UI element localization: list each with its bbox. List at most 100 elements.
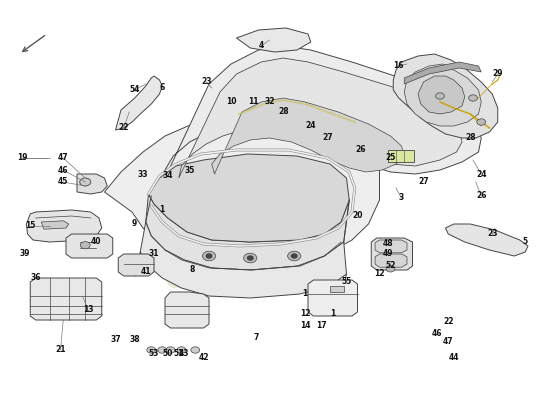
Text: 37: 37 bbox=[110, 336, 121, 344]
Polygon shape bbox=[146, 194, 349, 270]
Text: 21: 21 bbox=[55, 346, 66, 354]
Polygon shape bbox=[446, 224, 528, 256]
Text: 25: 25 bbox=[386, 154, 395, 162]
Text: 48: 48 bbox=[382, 240, 393, 248]
Text: 52: 52 bbox=[386, 262, 395, 270]
Text: 49: 49 bbox=[382, 250, 393, 258]
Text: 39: 39 bbox=[19, 250, 30, 258]
Polygon shape bbox=[179, 58, 462, 178]
Text: 13: 13 bbox=[82, 306, 94, 314]
Circle shape bbox=[147, 347, 156, 353]
Text: 10: 10 bbox=[226, 98, 236, 106]
Text: 26: 26 bbox=[355, 146, 366, 154]
Polygon shape bbox=[77, 174, 107, 194]
Text: 43: 43 bbox=[179, 350, 190, 358]
Text: 51: 51 bbox=[174, 350, 184, 358]
Polygon shape bbox=[162, 46, 481, 184]
Text: 1: 1 bbox=[330, 310, 336, 318]
Text: 50: 50 bbox=[163, 350, 173, 358]
Polygon shape bbox=[148, 154, 349, 242]
Polygon shape bbox=[330, 286, 344, 292]
Circle shape bbox=[477, 119, 486, 125]
Polygon shape bbox=[393, 54, 498, 138]
Text: 27: 27 bbox=[322, 134, 333, 142]
Circle shape bbox=[244, 253, 257, 263]
Polygon shape bbox=[371, 238, 412, 270]
Text: 44: 44 bbox=[448, 354, 459, 362]
Circle shape bbox=[386, 266, 395, 272]
Text: 20: 20 bbox=[352, 212, 363, 220]
Text: 12: 12 bbox=[300, 310, 311, 318]
Text: 24: 24 bbox=[476, 170, 487, 178]
Circle shape bbox=[191, 347, 200, 353]
Text: 32: 32 bbox=[264, 98, 275, 106]
Circle shape bbox=[202, 251, 216, 261]
Circle shape bbox=[166, 347, 175, 353]
Text: 4: 4 bbox=[258, 42, 264, 50]
Text: 31: 31 bbox=[148, 250, 159, 258]
Circle shape bbox=[469, 95, 477, 101]
Text: 33: 33 bbox=[138, 170, 148, 178]
Circle shape bbox=[206, 254, 212, 258]
Text: 35: 35 bbox=[185, 166, 195, 174]
Polygon shape bbox=[116, 76, 162, 130]
Polygon shape bbox=[212, 98, 404, 174]
Text: 27: 27 bbox=[418, 178, 429, 186]
Circle shape bbox=[80, 178, 91, 186]
Polygon shape bbox=[140, 222, 346, 298]
Text: 53: 53 bbox=[149, 350, 159, 358]
Text: 1: 1 bbox=[302, 290, 308, 298]
Text: 36: 36 bbox=[30, 274, 41, 282]
Text: 3: 3 bbox=[399, 194, 404, 202]
Circle shape bbox=[288, 251, 301, 261]
Text: 16: 16 bbox=[393, 62, 404, 70]
Polygon shape bbox=[375, 240, 407, 253]
Circle shape bbox=[158, 347, 167, 353]
Circle shape bbox=[292, 254, 297, 258]
Text: 12: 12 bbox=[374, 270, 385, 278]
Polygon shape bbox=[26, 210, 102, 242]
Text: 55: 55 bbox=[342, 278, 351, 286]
Text: 23: 23 bbox=[487, 230, 498, 238]
Text: 47: 47 bbox=[58, 154, 69, 162]
Polygon shape bbox=[118, 254, 154, 276]
Text: 28: 28 bbox=[278, 108, 289, 116]
Text: 54: 54 bbox=[130, 86, 140, 94]
Text: e parts: e parts bbox=[165, 255, 331, 297]
Polygon shape bbox=[308, 280, 358, 316]
Polygon shape bbox=[404, 62, 481, 84]
Text: 46: 46 bbox=[58, 166, 69, 174]
Text: 7: 7 bbox=[253, 334, 258, 342]
Text: 1: 1 bbox=[160, 206, 165, 214]
Text: 22: 22 bbox=[443, 318, 454, 326]
Circle shape bbox=[436, 93, 444, 99]
Text: 23: 23 bbox=[201, 78, 212, 86]
Text: 26: 26 bbox=[476, 192, 487, 200]
Text: 42: 42 bbox=[198, 354, 209, 362]
Text: 40: 40 bbox=[91, 238, 102, 246]
Text: 45: 45 bbox=[58, 178, 68, 186]
Polygon shape bbox=[236, 28, 311, 52]
Polygon shape bbox=[66, 234, 113, 258]
Text: 8: 8 bbox=[190, 266, 195, 274]
Text: 28: 28 bbox=[465, 134, 476, 142]
Polygon shape bbox=[375, 254, 407, 267]
Text: 34: 34 bbox=[162, 172, 173, 180]
Text: 6: 6 bbox=[160, 84, 165, 92]
Text: 9: 9 bbox=[132, 220, 138, 228]
Text: 17: 17 bbox=[316, 322, 327, 330]
Text: 19: 19 bbox=[16, 154, 28, 162]
Bar bbox=[388, 150, 414, 162]
Polygon shape bbox=[404, 64, 481, 126]
Circle shape bbox=[80, 242, 90, 249]
Text: 29: 29 bbox=[492, 70, 503, 78]
Text: 38: 38 bbox=[129, 336, 140, 344]
Text: 11: 11 bbox=[248, 98, 258, 106]
Text: 5: 5 bbox=[522, 238, 528, 246]
Polygon shape bbox=[104, 114, 379, 264]
Text: 46: 46 bbox=[432, 330, 443, 338]
Text: 22: 22 bbox=[118, 124, 129, 132]
Text: 15: 15 bbox=[25, 222, 35, 230]
Circle shape bbox=[248, 256, 253, 260]
Polygon shape bbox=[41, 221, 69, 229]
